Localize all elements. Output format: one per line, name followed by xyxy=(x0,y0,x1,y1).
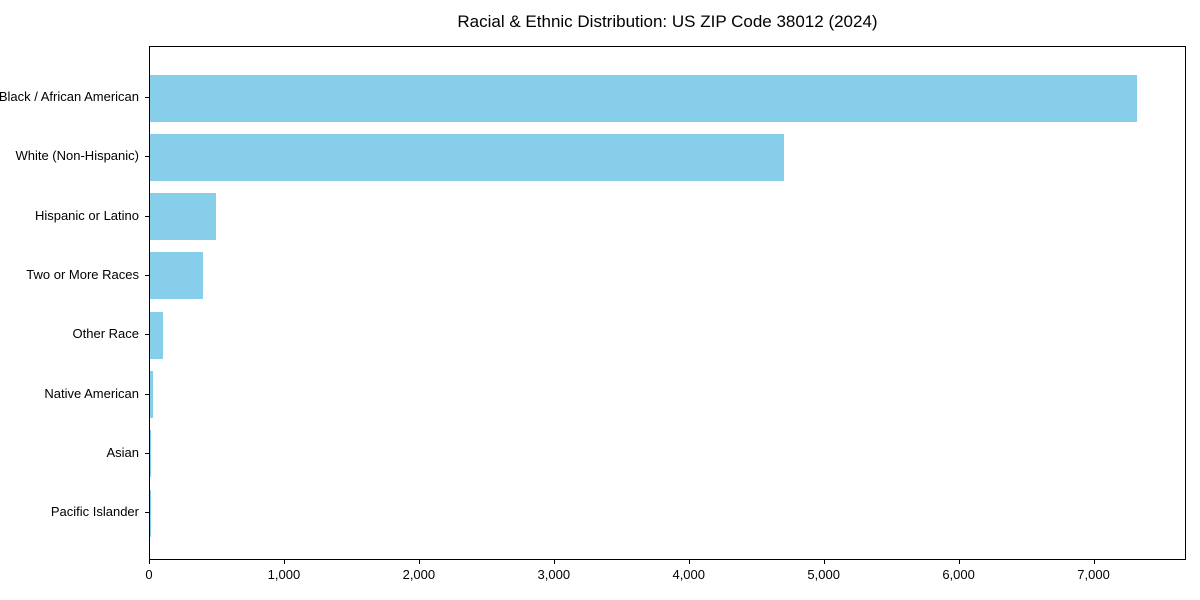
x-tick-mark xyxy=(283,560,285,564)
y-tick-mark xyxy=(145,97,149,98)
y-tick-mark xyxy=(145,156,149,158)
y-tick-mark xyxy=(145,393,149,395)
plot-area xyxy=(149,46,1186,560)
x-tick-mark xyxy=(149,560,150,564)
bar-native-american xyxy=(150,371,154,418)
bar-white-non-hispanic xyxy=(150,133,785,181)
y-tick-label: Hispanic or Latino xyxy=(34,207,139,223)
x-tick-mark xyxy=(418,560,420,564)
y-tick-label: Asian xyxy=(106,444,139,460)
x-tick-mark xyxy=(553,560,555,564)
bar-two-or-more-races xyxy=(150,252,203,300)
x-tick-label: 6,000 xyxy=(942,567,975,582)
y-tick-mark xyxy=(145,512,149,514)
y-tick-label: Pacific Islander xyxy=(50,504,139,520)
y-tick-label: Other Race xyxy=(72,326,139,342)
y-tick-label: White (Non-Hispanic) xyxy=(15,148,139,164)
x-tick-mark xyxy=(958,560,960,564)
x-tick-mark xyxy=(823,560,825,564)
bar-hispanic-or-latino xyxy=(150,193,216,241)
bar-other-race xyxy=(150,311,164,359)
chart-title: Racial & Ethnic Distribution: US ZIP Cod… xyxy=(457,12,878,31)
x-tick-label: 5,000 xyxy=(807,567,840,582)
y-tick-label: Two or More Races xyxy=(26,266,139,282)
x-tick-label: 2,000 xyxy=(402,567,436,582)
y-tick-label: Native American xyxy=(44,385,139,401)
x-tick-mark xyxy=(688,560,690,564)
y-tick-mark xyxy=(145,274,149,276)
y-tick-label: Black / African American xyxy=(0,89,139,104)
y-tick-mark xyxy=(145,334,149,336)
bar-asian xyxy=(150,430,152,478)
x-tick-mark xyxy=(1093,560,1095,564)
x-tick-label: 7,000 xyxy=(1077,567,1110,582)
x-tick-label: 3,000 xyxy=(537,567,571,582)
x-tick-label: 0 xyxy=(145,567,153,582)
bar-black-african-american xyxy=(150,74,1138,122)
x-tick-label: 4,000 xyxy=(672,567,706,582)
y-tick-mark xyxy=(145,452,149,454)
y-tick-mark xyxy=(145,215,149,217)
x-tick-label: 1,000 xyxy=(267,567,301,582)
